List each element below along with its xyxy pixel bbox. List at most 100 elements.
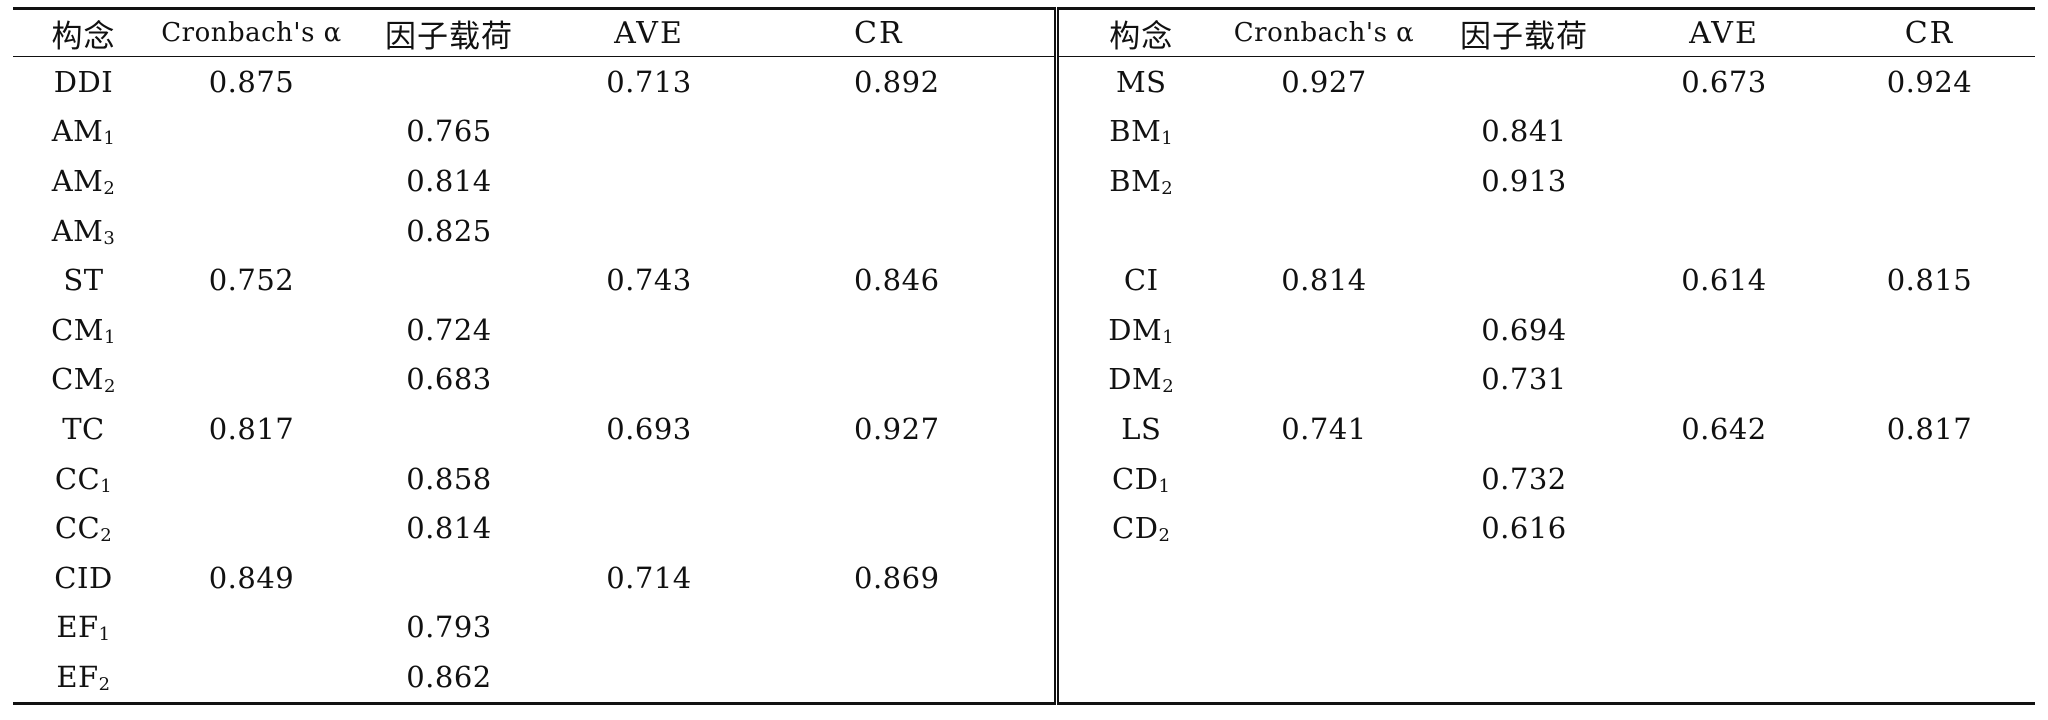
construct-label: CI xyxy=(1123,263,1159,298)
header-ave-left: AVE xyxy=(614,15,684,51)
alpha-cell-right xyxy=(1224,355,1424,405)
header-loading-left: 因子载荷 xyxy=(385,18,513,55)
loading-cell-right xyxy=(1424,603,1624,653)
ave-cell-left: 0.693 xyxy=(606,411,692,446)
ave-cell-right xyxy=(1624,206,1824,256)
loading-cell-left: 0.793 xyxy=(406,610,492,645)
construct-cell-left: CM2 xyxy=(13,355,154,405)
header-construct-right: 构念 xyxy=(1109,18,1174,55)
construct-cell-right: BM2 xyxy=(1056,156,1224,206)
header-cr-right: CR xyxy=(1904,15,1955,51)
header-alpha-right: Cronbach's α xyxy=(1233,18,1415,48)
alpha-cell-right: 0.741 xyxy=(1281,411,1367,446)
table-row: EF1 0.793 xyxy=(13,602,2035,653)
cr-cell-right xyxy=(1824,156,2035,206)
table-row: DDI 0.875 0.713 0.892 MS 0.927 0.673 0.924 xyxy=(13,56,2035,107)
loading-cell-right: 0.616 xyxy=(1481,511,1567,546)
construct-label: MS xyxy=(1115,64,1167,99)
construct-subscript: 1 xyxy=(100,475,113,497)
table-row: CC2 0.814 CD2 0.616 xyxy=(13,503,2035,553)
cr-cell-right xyxy=(1824,355,2035,405)
construct-subscript: 2 xyxy=(98,673,111,695)
cr-cell-left: 0.892 xyxy=(749,56,1059,107)
loading-cell-right xyxy=(1424,57,1624,107)
construct-subscript: 2 xyxy=(1158,525,1171,547)
cr-cell-right: 0.817 xyxy=(1886,411,1973,446)
cr-cell-left: 0.846 xyxy=(749,255,1059,305)
loading-cell-right xyxy=(1424,553,1624,603)
construct-label: DM xyxy=(1108,312,1163,347)
ave-cell-right: 0.673 xyxy=(1681,64,1767,99)
construct-label: CC xyxy=(54,461,101,496)
construct-cell-right xyxy=(1056,553,1224,603)
alpha-cell-left xyxy=(154,156,349,206)
construct-label: AM xyxy=(51,114,104,149)
construct-label: EF xyxy=(56,610,99,645)
cr-cell-left xyxy=(749,304,1059,355)
construct-label: BM xyxy=(1109,163,1162,198)
alpha-cell-left xyxy=(154,603,349,653)
ave-cell-right xyxy=(1624,156,1824,206)
construct-cell-left: CM1 xyxy=(13,305,154,355)
loading-cell-left: 0.765 xyxy=(406,114,492,149)
construct-label: CM xyxy=(51,362,104,397)
cr-cell-left: 0.927 xyxy=(749,404,1059,454)
cr-cell-right xyxy=(1824,603,2035,653)
alpha-cell-right xyxy=(1224,553,1424,603)
ave-cell-right xyxy=(1624,503,1824,553)
construct-cell-right xyxy=(1056,652,1224,703)
construct-label: AM xyxy=(51,213,104,248)
construct-label: DM xyxy=(1108,362,1163,397)
header-ave-right: AVE xyxy=(1689,15,1759,51)
ave-cell-left: 0.714 xyxy=(606,560,692,595)
construct-cell-right: CI xyxy=(1056,255,1224,305)
construct-subscript: 1 xyxy=(103,128,116,150)
construct-subscript: 2 xyxy=(100,525,113,547)
construct-cell-left: AM2 xyxy=(13,156,154,206)
ave-cell-left xyxy=(549,107,749,157)
alpha-cell-right: 0.927 xyxy=(1281,64,1367,99)
table-row: AM3 0.825 xyxy=(13,205,2035,256)
construct-cell-left: EF1 xyxy=(13,603,154,653)
alpha-cell-right xyxy=(1224,107,1424,157)
ave-cell-right xyxy=(1624,603,1824,653)
table-row: CM1 0.724 DM1 0.694 xyxy=(13,304,2035,355)
construct-label: CM xyxy=(51,312,104,347)
ave-cell-left xyxy=(549,454,749,504)
loading-cell-right xyxy=(1424,255,1624,305)
cr-cell-right xyxy=(1824,107,2035,157)
alpha-cell-right xyxy=(1224,503,1424,553)
table-row: EF2 0.862 xyxy=(13,652,2035,704)
construct-cell-left: CID xyxy=(13,553,154,603)
loading-cell-right xyxy=(1424,404,1624,454)
alpha-cell-right xyxy=(1224,156,1424,206)
cr-cell-left xyxy=(749,602,1059,653)
loading-cell-left: 0.825 xyxy=(406,213,492,248)
cr-cell-left: 0.869 xyxy=(749,552,1059,603)
construct-cell-left: ST xyxy=(13,255,154,305)
reliability-validity-table: 构念 Cronbach's α 因子载荷 AVE CR 构念 Cronbach'… xyxy=(13,7,2035,705)
alpha-cell-left xyxy=(154,305,349,355)
alpha-cell-left xyxy=(154,652,349,703)
ave-cell-left xyxy=(549,603,749,653)
header-loading-right: 因子载荷 xyxy=(1460,18,1588,55)
loading-cell-left: 0.862 xyxy=(406,659,492,694)
header-cr-left: CR xyxy=(749,8,1059,57)
table-row: CID 0.849 0.714 0.869 xyxy=(13,552,2035,603)
cr-cell-right xyxy=(1824,652,2035,703)
construct-subscript: 2 xyxy=(103,177,116,199)
loading-cell-right: 0.732 xyxy=(1481,461,1567,496)
construct-cell-right: DM1 xyxy=(1056,305,1224,355)
construct-cell-right: MS xyxy=(1056,57,1224,107)
construct-subscript: 2 xyxy=(1161,177,1174,199)
construct-label: AM xyxy=(51,163,104,198)
ave-cell-left xyxy=(549,652,749,703)
cr-cell-left xyxy=(749,652,1059,704)
construct-subscript: 1 xyxy=(98,624,111,646)
header-construct-left: 构念 xyxy=(51,18,116,55)
loading-cell-left: 0.724 xyxy=(406,312,492,347)
construct-label: ST xyxy=(63,263,104,298)
construct-label: LS xyxy=(1121,411,1162,446)
construct-cell-right xyxy=(1056,603,1224,653)
loading-cell-left: 0.814 xyxy=(406,163,492,198)
